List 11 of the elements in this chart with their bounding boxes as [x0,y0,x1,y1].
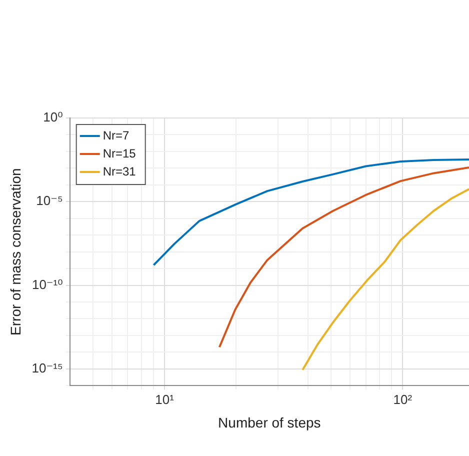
y-tick-label: 10⁻⁵ [36,193,63,208]
x-axis-title: Number of steps [218,414,321,430]
legend-label: Nr=7 [102,128,130,142]
y-tick-label: 10⁰ [43,110,63,125]
x-tick-label: 10² [393,392,413,407]
legend-label: Nr=15 [102,146,136,160]
x-tick-label: 10¹ [155,392,175,407]
y-tick-label: 10⁻¹⁰ [32,276,63,292]
y-axis-title: Error of mass conservation [7,168,24,336]
legend-label: Nr=31 [102,164,136,178]
y-tick-label: 10⁻¹⁵ [32,360,63,376]
